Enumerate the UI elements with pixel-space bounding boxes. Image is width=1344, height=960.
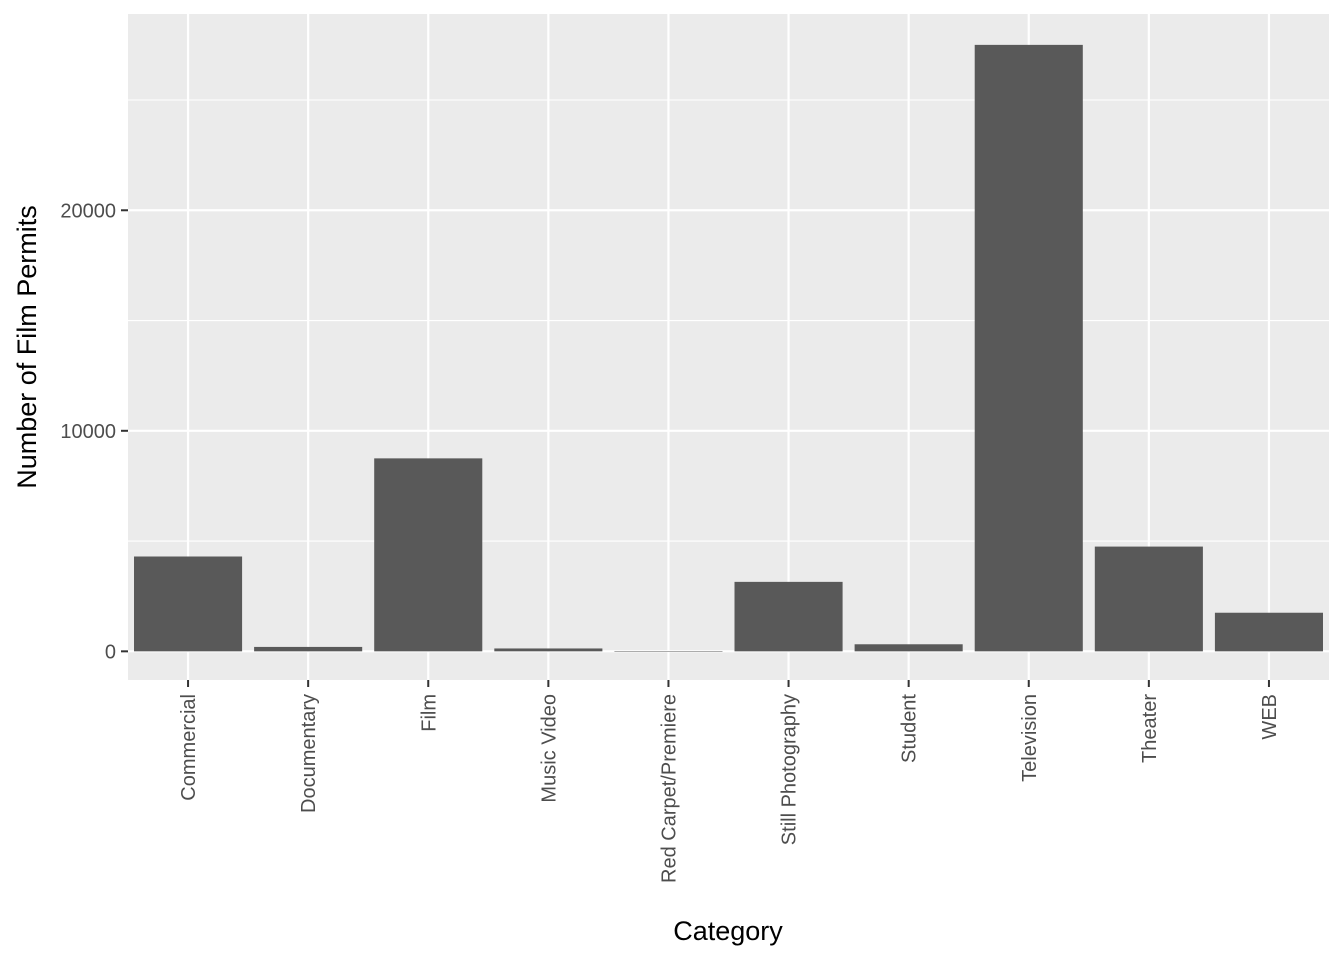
x-tick-label: Red Carpet/Premiere xyxy=(658,694,680,883)
y-tick-label: 0 xyxy=(105,641,116,663)
x-tick-label: WEB xyxy=(1259,694,1281,740)
x-axis-ticks: Commercial Documentary Film Music Video Red … xyxy=(178,680,1281,883)
bar xyxy=(1094,546,1203,652)
x-tick-label: Documentary xyxy=(298,694,320,813)
y-tick-label: 20000 xyxy=(60,200,116,222)
y-tick-label: 10000 xyxy=(60,421,116,443)
y-axis-ticks: 0 10000 20000 xyxy=(60,200,128,663)
x-tick-label: Student xyxy=(899,694,921,763)
bar xyxy=(494,648,603,652)
x-tick-label: Commercial xyxy=(178,694,200,801)
x-axis-title: Category xyxy=(673,916,783,946)
bar xyxy=(1214,612,1323,652)
bar xyxy=(734,581,843,652)
bar xyxy=(134,556,243,652)
bar xyxy=(854,644,963,652)
bar xyxy=(614,651,723,652)
y-axis-title: Number of Film Permits xyxy=(12,205,42,489)
x-tick-label: Music Video xyxy=(538,694,560,803)
bar xyxy=(254,646,363,652)
bars xyxy=(134,44,1323,652)
x-tick-label: Film xyxy=(418,694,440,732)
bar xyxy=(974,44,1083,652)
minor-gridlines xyxy=(128,99,1329,542)
x-tick-label: Still Photography xyxy=(779,694,801,845)
bar xyxy=(374,458,483,652)
x-tick-label: Theater xyxy=(1139,694,1161,763)
x-tick-label: Television xyxy=(1019,694,1041,782)
